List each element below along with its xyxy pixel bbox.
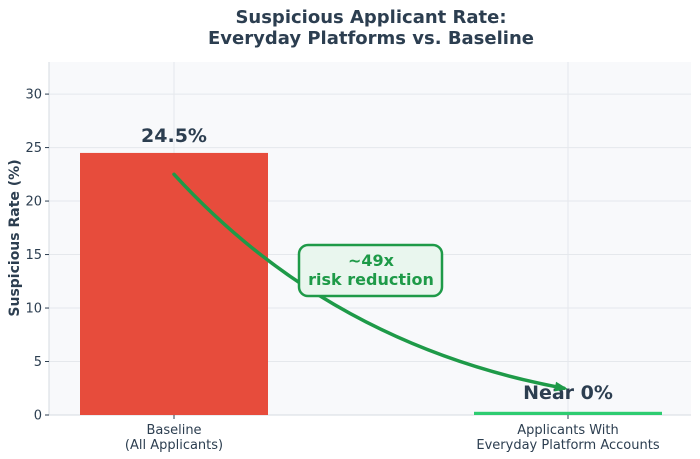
annotation-text: ~49x [348,251,395,270]
data-label-everyday: Near 0% [523,382,613,404]
arrow-curve [172,172,566,391]
y-tick-label: 25 [25,141,42,156]
x-axis-ticks: Baseline(All Applicants) Applicants WithE… [125,415,660,453]
y-axis-ticks: 0 5 10 15 20 25 30 [25,88,49,424]
x-tick-label: (All Applicants) [125,438,223,453]
x-tick-label: Everyday Platform Accounts [476,438,659,453]
y-tick-label: 5 [34,355,42,370]
y-tick-label: 30 [25,88,42,103]
bar-1 [474,411,662,415]
y-tick-label: 10 [25,302,42,317]
y-tick-label: 15 [25,248,42,263]
chart-title-line-1: Suspicious Applicant Rate: [235,7,506,28]
y-axis-label: Suspicious Rate (%) [7,159,23,316]
y-tick-label: 20 [25,195,42,210]
arrowhead [554,381,568,392]
bars [80,152,662,415]
annotation-text: risk reduction [308,270,434,289]
data-label-baseline: 24.5% [141,125,207,147]
x-tick-label: Applicants With [517,423,619,438]
x-tick-label: Baseline [146,423,201,438]
data-labels: 24.5% Near 0% [141,125,613,404]
chart-title-line-2: Everyday Platforms vs. Baseline [208,28,534,49]
y-tick-label: 0 [34,409,42,424]
annotation-box [297,243,444,298]
bar-0 [80,152,268,415]
